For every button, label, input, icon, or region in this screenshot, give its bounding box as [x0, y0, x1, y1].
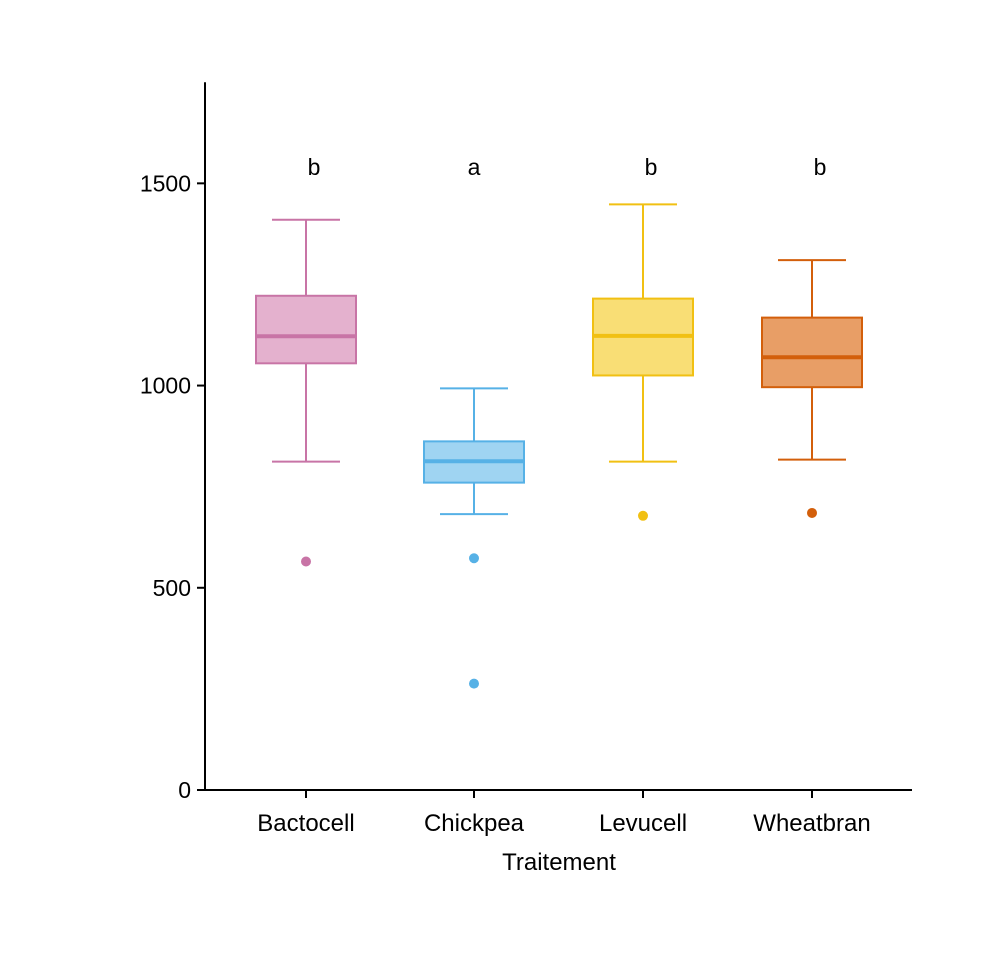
outlier-point	[638, 510, 648, 521]
outlier-point	[301, 556, 311, 567]
box-bactocell	[255, 218, 357, 567]
outlier-point	[807, 507, 817, 518]
outlier-point	[469, 553, 479, 564]
x-axis-title: Traitement	[502, 849, 616, 876]
x-tick-label: Levucell	[599, 810, 687, 837]
y-tick-label: 1500	[140, 170, 191, 196]
group-letter-chickpea: a	[468, 154, 481, 180]
x-tick-label: Wheatbran	[753, 810, 870, 837]
y-axis: 0 500 1000 1500	[140, 82, 206, 803]
x-axis: Bactocell Chickpea Levucell Wheatbran	[204, 789, 912, 837]
box-levucell	[592, 203, 694, 521]
group-letter-wheatbran: b	[814, 154, 827, 180]
box-wheatbran	[761, 259, 863, 518]
group-letter-bactocell: b	[308, 154, 321, 180]
y-tick-label: 0	[178, 777, 191, 803]
y-tick-label: 500	[153, 575, 191, 601]
y-tick-label: 1000	[140, 373, 191, 399]
box-chickpea	[423, 387, 525, 689]
box-series	[255, 203, 863, 689]
group-letter-levucell: b	[645, 154, 658, 180]
x-tick-label: Bactocell	[257, 810, 354, 837]
outlier-point	[469, 678, 479, 689]
x-tick-label: Chickpea	[424, 810, 525, 837]
box-iqr	[761, 316, 863, 389]
box-iqr	[255, 294, 357, 365]
